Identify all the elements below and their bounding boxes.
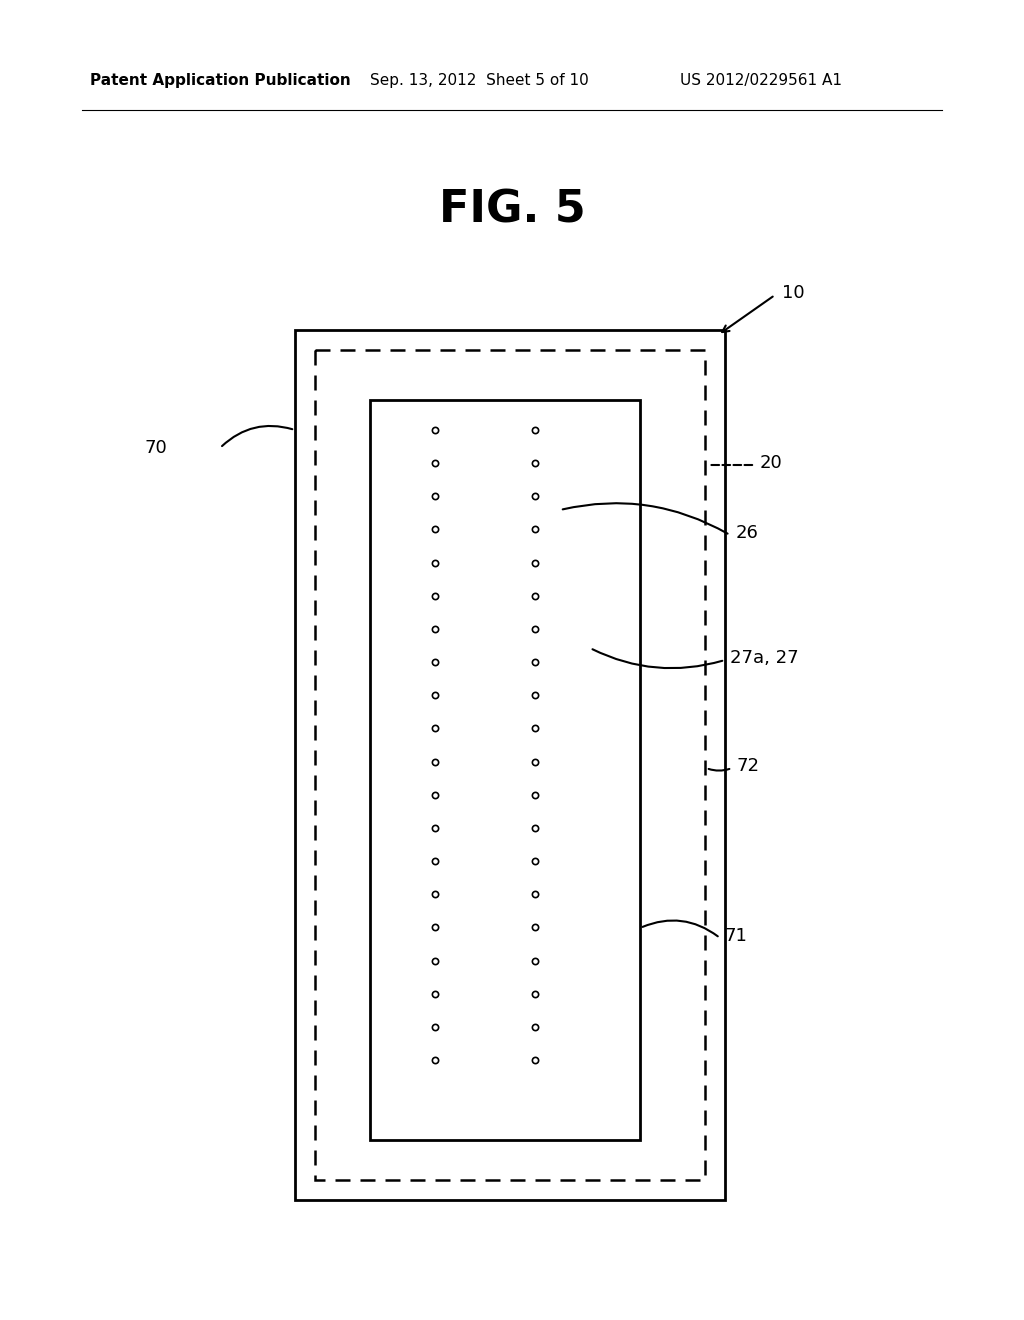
- Text: 26: 26: [736, 524, 759, 543]
- Text: FIG. 5: FIG. 5: [438, 189, 586, 231]
- Text: 70: 70: [145, 440, 168, 457]
- Text: 72: 72: [737, 756, 760, 775]
- Text: 27a, 27: 27a, 27: [730, 649, 799, 667]
- Bar: [370, 400, 640, 1140]
- Text: Sep. 13, 2012  Sheet 5 of 10: Sep. 13, 2012 Sheet 5 of 10: [370, 73, 589, 87]
- Text: Patent Application Publication: Patent Application Publication: [90, 73, 351, 87]
- Text: 20: 20: [760, 454, 782, 473]
- Bar: [295, 330, 725, 1200]
- Text: 71: 71: [725, 927, 748, 945]
- Bar: [315, 350, 705, 1180]
- Text: US 2012/0229561 A1: US 2012/0229561 A1: [680, 73, 842, 87]
- Text: 10: 10: [782, 284, 805, 302]
